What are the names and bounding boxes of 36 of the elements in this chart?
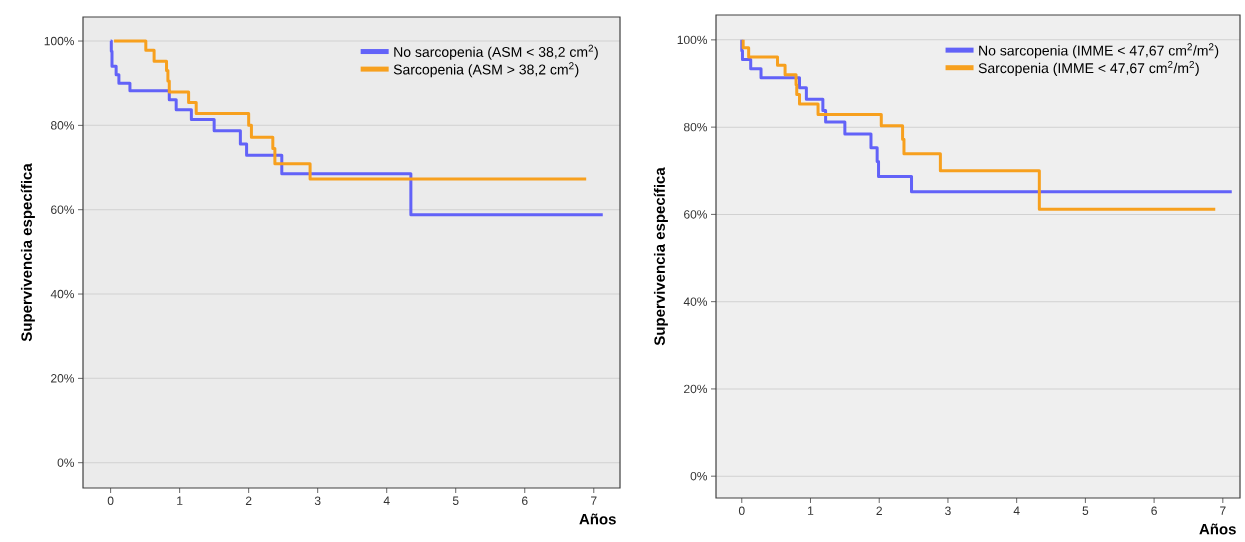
y-tick-label: 20% [684, 384, 708, 394]
y-tick-label: 0% [57, 458, 75, 467]
legend-label: No sarcopenia (IMME < 47,67 cm$^{2}$/m$^{2}$) [979, 43, 1219, 59]
y-axis-title: Supervivencia específica [20, 163, 35, 342]
x-tick-label: 3 [945, 506, 951, 516]
y-axis-title: Supervivencia específica [653, 167, 668, 346]
x-tick-label: 6 [522, 496, 528, 506]
y-tick-label: 100% [44, 36, 75, 46]
x-tick-label: 4 [383, 496, 390, 505]
y-tick-label: 0% [690, 471, 708, 481]
x-tick-label: 0 [738, 506, 745, 516]
y-tick-label: 60% [51, 205, 75, 214]
y-tick-label: 80% [50, 121, 75, 130]
x-tick-label: 1 [808, 506, 814, 515]
legend-label: Sarcopenia (IMME < 47,67 cm$^{2}$/m$^{2}$) [978, 60, 1199, 76]
x-tick-label: 7 [591, 496, 597, 505]
x-tick-label: 2 [876, 506, 882, 515]
y-tick-label: 80% [683, 122, 708, 132]
x-tick-label: 6 [1151, 506, 1157, 516]
x-tick-label: 1 [177, 496, 183, 505]
y-tick-label: 100% [677, 35, 708, 45]
y-tick-label: 60% [684, 210, 708, 219]
x-axis-title: Años [1199, 523, 1236, 535]
y-tick-label: 20% [51, 374, 75, 383]
x-tick-label: 3 [314, 496, 321, 506]
x-tick-label: 4 [1013, 506, 1020, 515]
x-tick-label: 7 [1220, 506, 1226, 515]
x-axis-title: Años [579, 513, 616, 525]
y-tick-label: 40% [683, 297, 708, 306]
legend-label: Sarcopenia (ASM > 38,2 cm$^{2}$) [393, 62, 579, 78]
y-tick-label: 40% [50, 289, 75, 299]
x-tick-label: 0 [107, 496, 114, 506]
legend-label: No sarcopenia (ASM < 38,2 cm$^{2}$) [394, 44, 598, 60]
x-tick-label: 5 [1082, 506, 1089, 515]
x-tick-label: 5 [452, 496, 459, 505]
x-tick-label: 2 [245, 496, 252, 505]
